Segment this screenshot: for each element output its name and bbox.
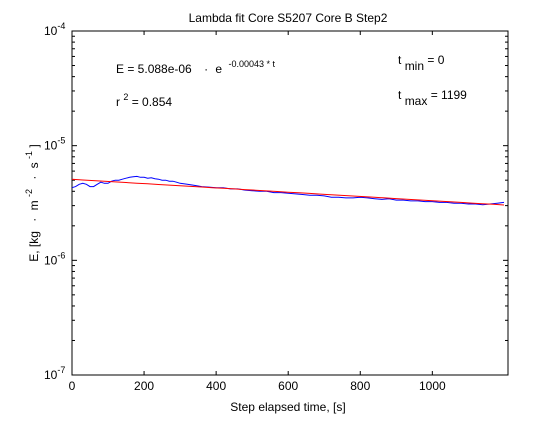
y-axis-label-dot2: · bbox=[27, 176, 41, 180]
x-tick-label: 800 bbox=[350, 379, 370, 393]
t-min-value: = 0 bbox=[427, 53, 444, 67]
x-tick-label: 200 bbox=[134, 379, 154, 393]
r-squared-value: = 0.854 bbox=[132, 95, 173, 109]
y-axis-label-prefix: E, [kg bbox=[27, 231, 41, 262]
y-axis-label-dot1: · bbox=[27, 218, 41, 222]
fit-equation-dot: · bbox=[204, 62, 208, 76]
x-tick-label: 400 bbox=[206, 379, 226, 393]
y-axis: 10-7 10-6 10-5 10-4 bbox=[44, 21, 508, 382]
fit-equation: E = 5.088e-06 · e -0.00043 * t bbox=[116, 59, 275, 76]
y-axis-label: E, [kg · m -2 · s -1 ] bbox=[21, 144, 41, 261]
r-squared-base: r bbox=[116, 95, 120, 109]
y-axis-label-sup2: -1 bbox=[24, 151, 34, 159]
y-tick-label: 10-7 bbox=[44, 365, 65, 382]
t-max: t max = 1199 bbox=[398, 88, 467, 108]
fit-equation-lhs: E = 5.088e-06 bbox=[116, 62, 192, 76]
t-min-base: t bbox=[398, 53, 402, 67]
x-tick-label: 1000 bbox=[419, 379, 446, 393]
fit-equation-exponent: -0.00043 * t bbox=[228, 59, 275, 69]
series-fit-line bbox=[71, 178, 505, 206]
y-axis-label-s: s bbox=[27, 162, 41, 168]
y-tick-label: 10-4 bbox=[44, 21, 65, 38]
y-axis-label-m: m bbox=[27, 200, 41, 210]
y-tick-label: 10-5 bbox=[44, 136, 65, 153]
y-tick-label: 10-6 bbox=[44, 250, 65, 267]
x-tick-label: 600 bbox=[278, 379, 298, 393]
fit-equation-base: e bbox=[215, 62, 222, 76]
t-max-base: t bbox=[398, 88, 402, 102]
t-min-sub: min bbox=[405, 59, 424, 73]
plot-frame bbox=[71, 30, 509, 376]
t-min: t min = 0 bbox=[398, 53, 445, 73]
x-tick-label: 0 bbox=[69, 379, 76, 393]
y-axis-label-sup1: -2 bbox=[24, 189, 34, 197]
x-axis-label: Step elapsed time, [s] bbox=[230, 400, 345, 414]
r-squared-sup: 2 bbox=[123, 92, 128, 102]
chart-title: Lambda fit Core S5207 Core B Step2 bbox=[189, 11, 388, 25]
y-axis-label-suffix: ] bbox=[27, 144, 41, 147]
t-max-sub: max bbox=[405, 94, 428, 108]
t-max-value: = 1199 bbox=[431, 88, 467, 102]
x-axis: 0 200 400 600 800 1000 bbox=[69, 31, 446, 393]
r-squared: r 2 = 0.854 bbox=[116, 89, 172, 109]
